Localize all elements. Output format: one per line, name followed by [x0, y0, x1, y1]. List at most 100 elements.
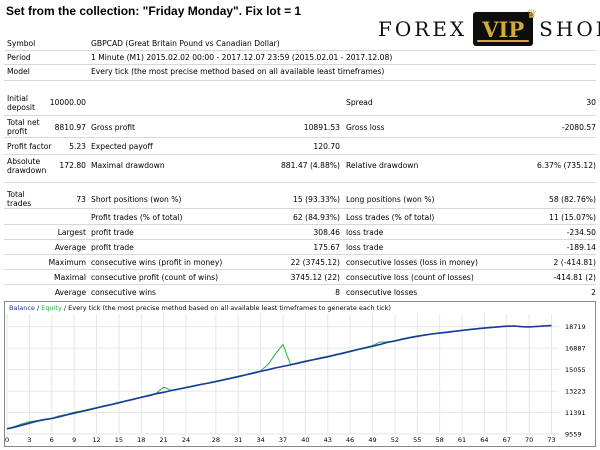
legend-equity: Equity — [41, 304, 62, 312]
x-tick-label: 21 — [160, 436, 168, 444]
gross-loss-label: Gross loss — [346, 123, 385, 132]
x-tick-label: 18 — [137, 436, 145, 444]
logo-word-forex: FOREX — [378, 17, 468, 41]
short-positions-value: 15 (93.33%) — [293, 195, 340, 204]
legend-model-text: / Every tick (the most precise method ba… — [61, 304, 391, 312]
long-positions-label: Long positions (won %) — [346, 195, 435, 204]
crown-icon: ♛ — [526, 7, 538, 21]
divider — [4, 64, 596, 65]
largest-loss-value: -234.50 — [566, 228, 596, 237]
x-tick-label: 73 — [547, 436, 555, 444]
largest-profit-label: profit trade — [91, 228, 134, 237]
x-tick-label: 58 — [436, 436, 444, 444]
x-tick-label: 12 — [92, 436, 100, 444]
divider — [4, 137, 596, 138]
x-tick-label: 24 — [182, 436, 190, 444]
divider — [4, 239, 596, 240]
x-tick-label: 3 — [27, 436, 31, 444]
x-tick-label: 61 — [458, 436, 466, 444]
symbol-label: Symbol — [7, 39, 36, 48]
profit-factor-label: Profit factor — [7, 142, 52, 151]
period-label: Period — [7, 53, 31, 62]
average-label: Average — [54, 243, 86, 252]
gross-profit-value: 10891.53 — [303, 123, 340, 132]
divider — [4, 80, 596, 81]
y-tick-label: 11391 — [565, 409, 586, 417]
x-tick-label: 9 — [72, 436, 76, 444]
largest-label: Largest — [57, 228, 86, 237]
total-trades-label: Total trades — [7, 190, 32, 208]
y-tick-label: 18719 — [565, 323, 586, 331]
logo-word-vip: VIP — [482, 16, 525, 42]
profit-trades-label: Profit trades (% of total) — [91, 213, 183, 222]
total-net-profit-label: Total net profit — [7, 118, 40, 136]
x-tick-label: 55 — [413, 436, 421, 444]
average-loss-value: -189.14 — [566, 243, 596, 252]
divider — [4, 269, 596, 270]
divider — [4, 284, 596, 285]
absolute-drawdown-label: Absolute drawdown — [7, 157, 47, 175]
loss-trades-label: Loss trades (% of total) — [346, 213, 435, 222]
avg-cons-losses-label: consecutive losses — [346, 288, 418, 297]
y-tick-label: 16887 — [565, 345, 586, 353]
maximal-label: Maximal — [54, 273, 86, 282]
x-tick-label: 6 — [50, 436, 54, 444]
model-label: Model — [7, 67, 30, 76]
forex-vip-shop-logo: FOREX VIP ♛ SHOP — [378, 7, 600, 46]
x-tick-label: 37 — [279, 436, 287, 444]
max-cons-wins-value: 22 (3745.12) — [290, 258, 340, 267]
x-tick-label: 34 — [256, 436, 264, 444]
loss-trades-value: 11 (15.07%) — [549, 213, 596, 222]
y-tick-label: 13223 — [565, 388, 586, 396]
maximum-label: Maximum — [48, 258, 86, 267]
absolute-drawdown-value: 172.80 — [59, 161, 86, 170]
gross-profit-label: Gross profit — [91, 123, 135, 132]
expected-payoff-value: 120.70 — [313, 142, 340, 151]
x-tick-label: 52 — [391, 436, 399, 444]
x-tick-label: 15 — [115, 436, 123, 444]
x-tick-label: 40 — [301, 436, 309, 444]
legend-separator: / — [34, 304, 42, 312]
largest-loss-label: loss trade — [346, 228, 384, 237]
max-cons-losses-value: 2 (-414.81) — [553, 258, 596, 267]
x-tick-label: 67 — [503, 436, 511, 444]
balance-series-line — [6, 324, 552, 430]
maximal-drawdown-value: 881.47 (4.88%) — [280, 161, 340, 170]
divider — [4, 182, 596, 183]
maximal-drawdown-label: Maximal drawdown — [91, 161, 165, 170]
max-cons-losses-label: consecutive losses (loss in money) — [346, 258, 478, 267]
avg-cons-wins-value: 8 — [335, 288, 340, 297]
x-tick-label: 49 — [368, 436, 376, 444]
x-tick-label: 70 — [525, 436, 533, 444]
x-tick-label: 0 — [5, 436, 9, 444]
y-tick-label: 15055 — [565, 366, 586, 374]
chart-plot: 9559 11391 13223 15055 16887 18719 0 3 6 9 12 15 18 2… — [5, 314, 586, 444]
x-tick-label: 64 — [480, 436, 488, 444]
relative-drawdown-value: 6.37% (735.12) — [536, 161, 596, 170]
maximal-cons-loss-value: -414.81 (2) — [553, 273, 596, 282]
symbol-value: GBPCAD (Great Britain Pound vs Canadian … — [91, 39, 280, 48]
avg-cons-wins-label: consecutive wins — [91, 288, 157, 297]
equity-series-line — [6, 324, 552, 430]
x-tick-label: 28 — [212, 436, 220, 444]
average-profit-label: profit trade — [91, 243, 134, 252]
report-title: Set from the collection: "Friday Monday"… — [6, 4, 302, 18]
divider — [4, 50, 596, 51]
average2-label: Average — [54, 288, 86, 297]
logo-swoosh — [477, 40, 530, 42]
model-value: Every tick (the most precise method base… — [91, 67, 385, 76]
average-profit-value: 175.67 — [313, 243, 340, 252]
divider — [4, 154, 596, 155]
logo-vip-badge: VIP ♛ — [473, 7, 537, 46]
average-loss-label: loss trade — [346, 243, 384, 252]
total-trades-value: 73 — [76, 195, 86, 204]
profit-factor-value: 5.23 — [69, 142, 86, 151]
divider — [4, 208, 596, 209]
y-tick-label: 9559 — [565, 431, 582, 439]
max-cons-wins-label: consecutive wins (profit in money) — [91, 258, 223, 267]
x-tick-label: 46 — [346, 436, 354, 444]
x-tick-label: 43 — [324, 436, 332, 444]
maximal-cons-loss-label: consecutive loss (count of losses) — [346, 273, 474, 282]
balance-equity-chart: Balance / Equity / Every tick (the most … — [4, 301, 596, 447]
relative-drawdown-label: Relative drawdown — [346, 161, 419, 170]
